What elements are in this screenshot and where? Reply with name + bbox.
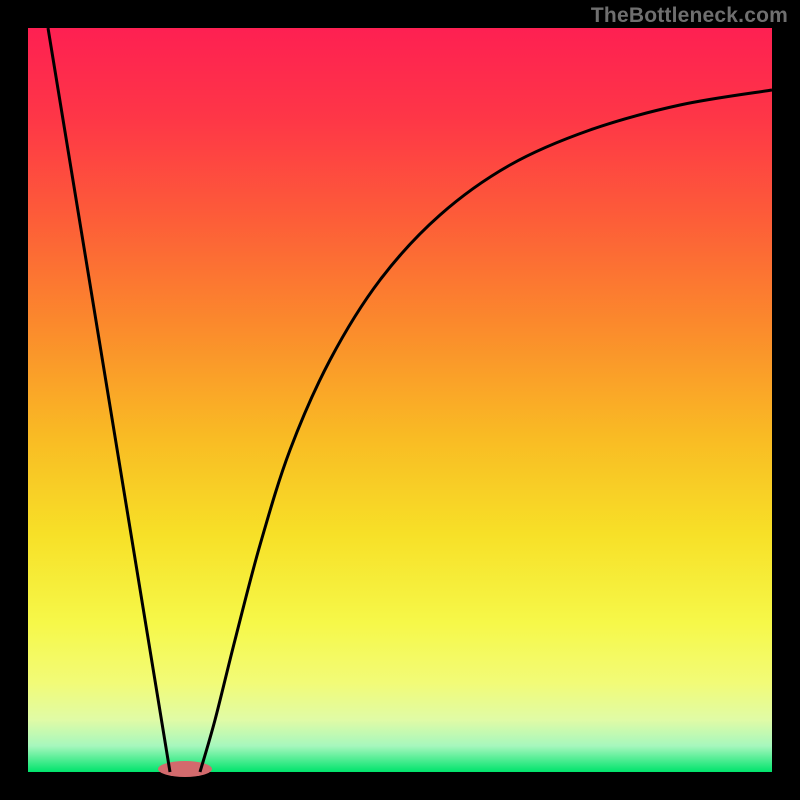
chart-container: TheBottleneck.com	[0, 0, 800, 800]
plot-area	[28, 28, 772, 772]
bottleneck-chart	[0, 0, 800, 800]
watermark-text: TheBottleneck.com	[591, 4, 788, 28]
